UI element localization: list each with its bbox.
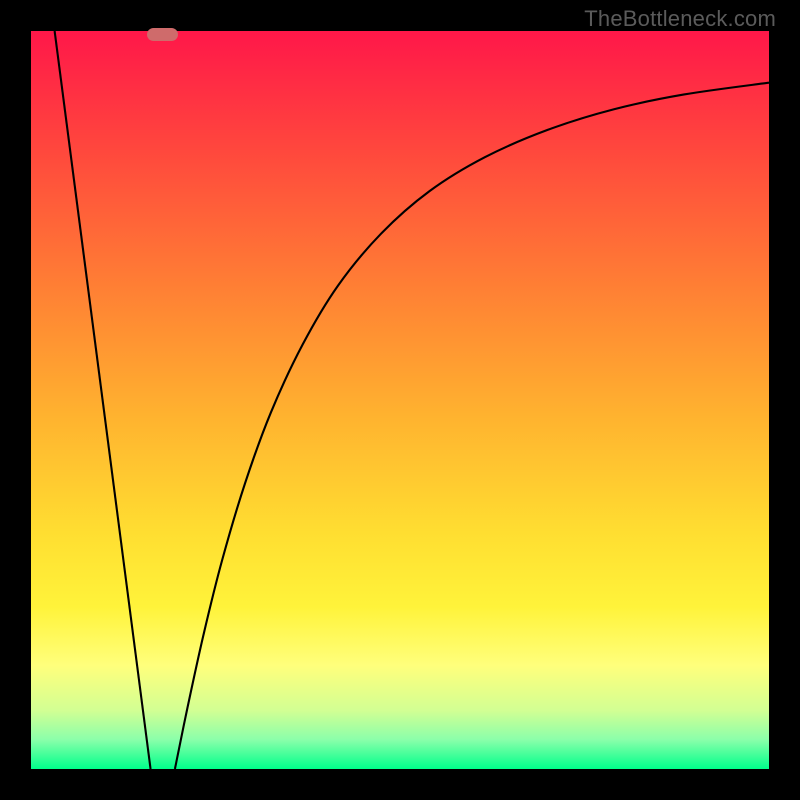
chart-gradient-background <box>31 31 769 769</box>
chart-plot-area <box>31 31 769 769</box>
chart-optimum-marker <box>147 28 178 41</box>
watermark-text: TheBottleneck.com <box>584 6 776 32</box>
